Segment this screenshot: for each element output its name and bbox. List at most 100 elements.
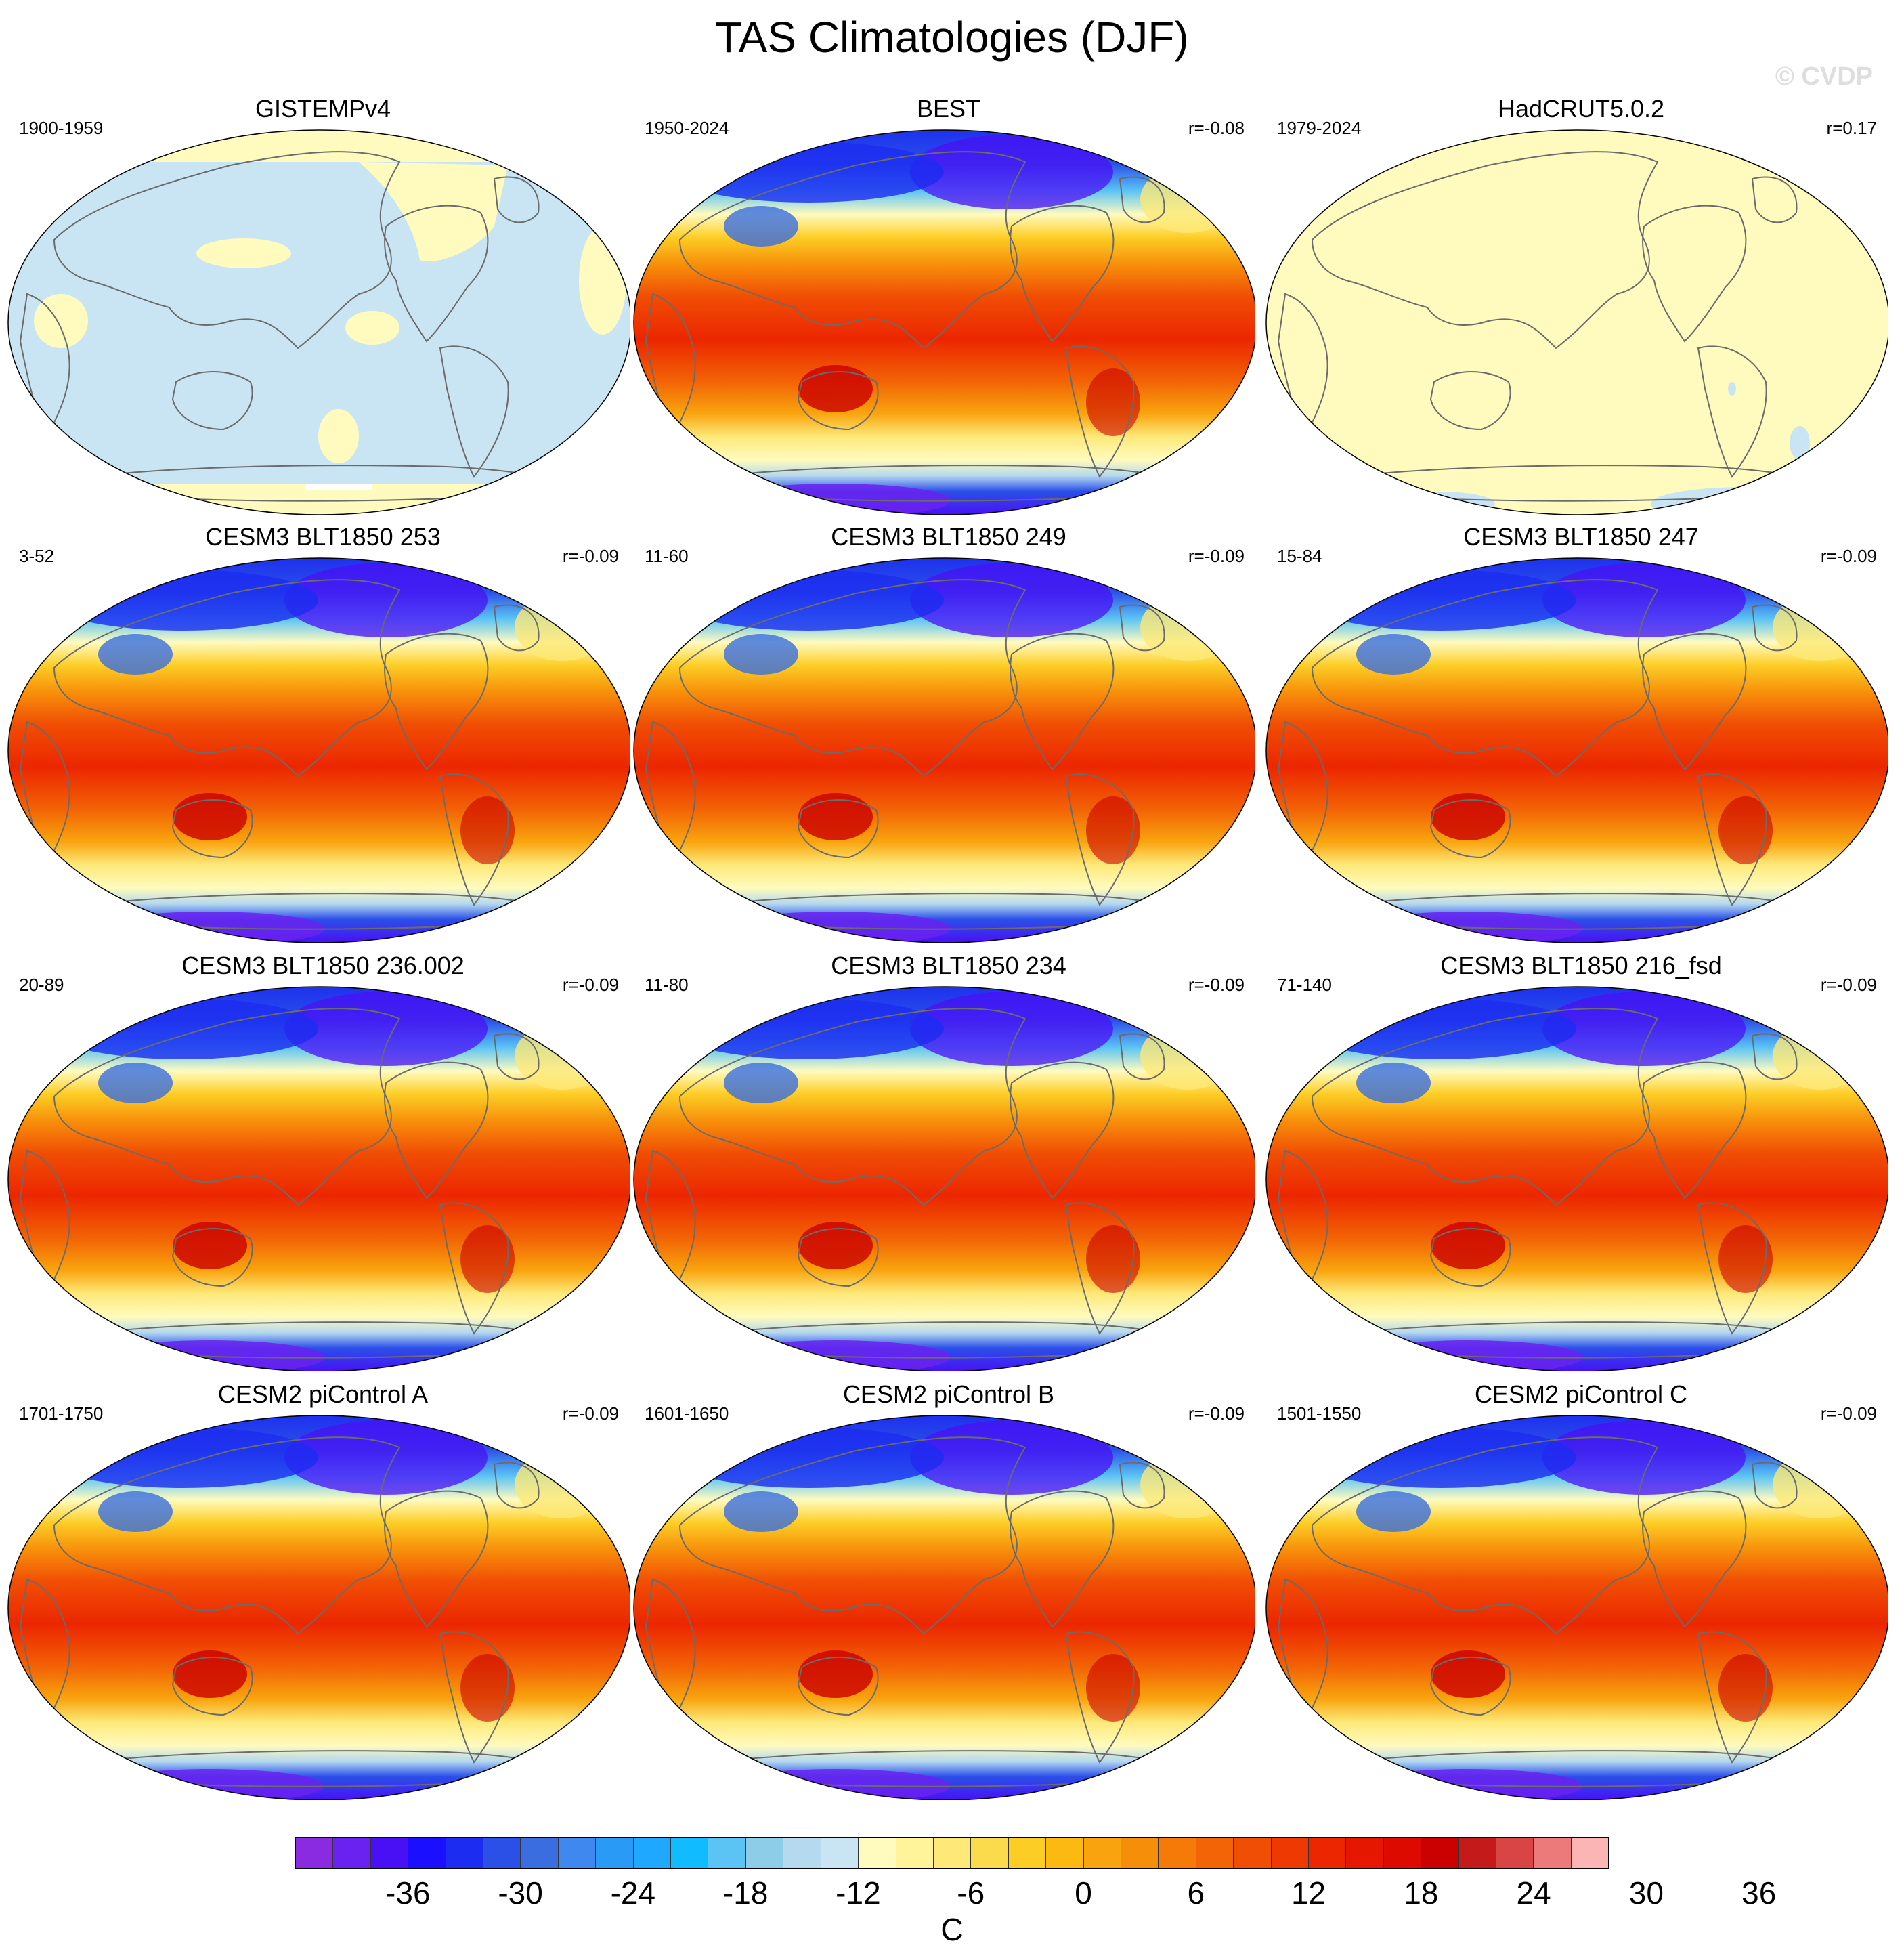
coastline	[678, 579, 1026, 777]
coastline	[645, 293, 696, 438]
coastline	[53, 1436, 401, 1635]
colorbar-swatch	[333, 1838, 371, 1868]
coastline	[797, 1228, 879, 1287]
world-map	[7, 986, 630, 1371]
coastline	[678, 1436, 1026, 1635]
figure-title: TAS Climatologies (DJF)	[715, 13, 1189, 62]
coastline	[384, 1061, 489, 1199]
coastline	[1697, 773, 1767, 906]
panel-correlation: r=-0.08	[1188, 118, 1245, 138]
colorbar-swatch	[933, 1838, 972, 1868]
panel-period: 3-52	[19, 546, 55, 566]
watermark: © CVDP	[1775, 62, 1873, 91]
coastline	[1311, 1436, 1659, 1635]
map-panel: CESM3 BLT1850 253 3-52 r=-0.09	[7, 523, 639, 950]
coastline	[645, 1578, 696, 1724]
coastline	[1642, 633, 1747, 771]
coastline	[1697, 1631, 1767, 1764]
coastline	[493, 1033, 540, 1080]
coastline	[384, 1490, 489, 1628]
panel-period: 1701-1750	[19, 1403, 104, 1424]
coastline	[1119, 176, 1165, 223]
map-border	[1265, 557, 1888, 943]
panel-period: 11-60	[645, 546, 689, 566]
coastline	[171, 371, 253, 431]
colorbar-swatch	[296, 1838, 334, 1868]
colorbar-swatch	[1046, 1838, 1084, 1868]
map-border	[633, 986, 1255, 1371]
colorbar-swatch	[896, 1838, 934, 1868]
panel-period: 1950-2024	[645, 118, 729, 138]
panel-period: 11-80	[645, 975, 689, 995]
colorbar-swatch	[1308, 1838, 1347, 1868]
colorbar-swatch	[1234, 1838, 1272, 1868]
colorbar-swatch	[483, 1838, 521, 1868]
coastline	[797, 799, 879, 859]
panel-title: CESM3 BLT1850 236.002	[181, 952, 464, 979]
panel-title: CESM2 piControl B	[842, 1380, 1055, 1408]
colorbar-swatch	[1008, 1838, 1047, 1868]
colorbar-swatch	[671, 1838, 709, 1868]
coastline	[439, 1631, 509, 1764]
colorbar-swatch	[1571, 1838, 1609, 1868]
coastline	[493, 1462, 540, 1509]
panel-title: CESM3 BLT1850 216_fsd	[1440, 952, 1722, 979]
map-panel: CESM2 piControl A 1701-1750 r=-0.09	[7, 1380, 639, 1807]
colorbar-swatch	[1196, 1838, 1234, 1868]
colorbar-swatch	[558, 1838, 597, 1868]
map-panel: HadCRUT5.0.2 1979-2024 r=0.17	[1265, 95, 1897, 521]
colorbar-tick-label: 12	[1291, 1875, 1326, 1911]
colorbar-tick-label: 18	[1404, 1875, 1439, 1911]
coastline	[53, 1008, 401, 1206]
coastline	[1697, 1202, 1767, 1335]
colorbar-swatch	[745, 1838, 784, 1868]
coastline	[53, 579, 401, 777]
colorbar-swatch	[1083, 1838, 1121, 1868]
coastline	[1751, 1033, 1798, 1080]
colorbar-tick-label: -6	[957, 1875, 985, 1911]
coastline	[1064, 345, 1135, 478]
colorbar	[295, 1837, 1609, 1869]
panel-correlation: r=-0.09	[562, 1403, 619, 1424]
coastline	[384, 205, 489, 343]
coastline	[439, 773, 509, 906]
colorbar-tick-label: 0	[1075, 1875, 1092, 1911]
panel-period: 1501-1550	[1277, 1403, 1362, 1424]
panel-title: GISTEMPv4	[255, 95, 391, 123]
map-panel: GISTEMPv4 1900-1959	[7, 95, 639, 521]
world-map	[1265, 986, 1888, 1371]
map-panel: CESM3 BLT1850 236.002 20-89 r=-0.09	[7, 952, 639, 1378]
panel-correlation: r=-0.09	[1820, 546, 1877, 566]
colorbar-swatch	[408, 1838, 446, 1868]
map-border	[1265, 1415, 1888, 1800]
coastline	[171, 1657, 253, 1716]
colorbar-tick-label: 24	[1516, 1875, 1551, 1911]
panel-period: 15-84	[1277, 546, 1322, 566]
colorbar-swatch	[1121, 1838, 1159, 1868]
coastline	[797, 1657, 879, 1716]
world-map	[7, 129, 630, 515]
coastline	[1277, 721, 1328, 866]
world-map	[633, 557, 1255, 943]
world-map	[7, 557, 630, 943]
colorbar-tick-label: -12	[836, 1875, 881, 1911]
map-border	[633, 557, 1255, 943]
panel-title: CESM2 piControl A	[217, 1380, 429, 1408]
colorbar-swatch	[446, 1838, 484, 1868]
panel-title: CESM3 BLT1850 253	[205, 523, 441, 551]
coastline	[19, 1149, 70, 1295]
coastline	[1642, 1061, 1747, 1199]
colorbar-swatch	[1534, 1838, 1572, 1868]
coastline	[1429, 371, 1511, 431]
coastline	[645, 721, 696, 866]
colorbar-tick-label: 30	[1628, 1875, 1664, 1911]
world-map	[1265, 557, 1888, 943]
coastline	[678, 1008, 1026, 1206]
coastline	[1429, 1657, 1511, 1716]
map-border	[7, 986, 630, 1371]
panel-correlation: r=-0.09	[562, 546, 619, 566]
coastline	[797, 371, 879, 431]
colorbar-swatch	[633, 1838, 672, 1868]
coastline	[19, 1578, 70, 1724]
colorbar-swatch	[783, 1838, 821, 1868]
